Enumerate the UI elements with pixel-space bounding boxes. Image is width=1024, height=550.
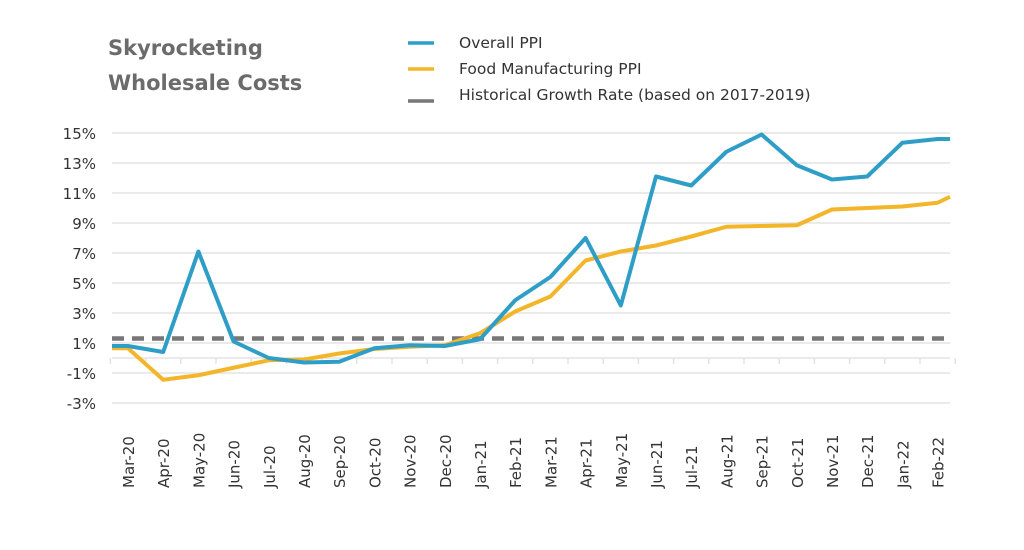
x-tick-label: May-20 (190, 433, 208, 488)
x-tick-label: Jul-21 (683, 445, 701, 489)
x-tick-label: Oct-20 (366, 438, 384, 488)
x-tick-label: Dec-21 (859, 434, 877, 488)
x-tick-label: Mar-20 (120, 436, 138, 488)
chart-title-line-2: Wholesale Costs (108, 71, 302, 95)
x-tick-label: Aug-21 (718, 434, 736, 488)
x-tick-label: Sep-21 (754, 435, 772, 488)
x-tick-label: Jan-22 (894, 440, 912, 489)
x-tick-label: Jun-20 (226, 440, 244, 489)
x-tick-label: Feb-22 (930, 437, 948, 488)
x-tick-label: Nov-21 (824, 435, 842, 488)
series-line-0 (112, 132, 950, 365)
x-tick-label: Aug-20 (296, 434, 314, 488)
y-tick-label: 5% (72, 275, 96, 293)
y-tick-label: 3% (72, 305, 96, 323)
series-line-1 (112, 194, 951, 382)
y-tick-label: 7% (72, 245, 96, 263)
x-tick-label: Sep-20 (331, 435, 349, 488)
x-tick-label: Jan-21 (472, 440, 490, 489)
x-tick-label: Mar-21 (542, 436, 560, 488)
x-tick-label: May-21 (613, 433, 631, 488)
y-axis-ticks: 15% 13% 11% 9% 7% 5% 3% 1% -1% -3% (63, 125, 96, 413)
x-tick-label: Apr-21 (578, 439, 596, 489)
legend-label: Overall PPI (459, 34, 543, 52)
x-tick-label: Dec-20 (437, 434, 455, 488)
y-tick-label: 15% (63, 125, 96, 143)
x-tick-label: Apr-20 (155, 439, 173, 489)
x-tick-label: Nov-20 (402, 435, 420, 488)
legend-label: Historical Growth Rate (based on 2017-20… (459, 86, 811, 104)
x-tick-label: Oct-21 (789, 438, 807, 488)
y-tick-label: -1% (67, 365, 96, 383)
y-tick-label: 1% (72, 335, 96, 353)
x-tick-label: Feb-21 (507, 437, 525, 488)
series-lines (112, 132, 951, 382)
gridlines (109, 132, 956, 404)
legend: Overall PPI Food Manufacturing PPI Histori… (408, 34, 811, 104)
x-tick-label: Jun-21 (648, 440, 666, 489)
legend-label: Food Manufacturing PPI (459, 60, 642, 78)
chart-title-line-1: Skyrocketing (108, 36, 263, 60)
y-tick-label: 9% (72, 215, 96, 233)
x-tick-label: Jul-20 (261, 445, 279, 489)
y-tick-label: 11% (63, 185, 96, 203)
x-axis-ticks: Mar-20 Apr-20 May-20 Jun-20 Jul-20 Aug-20 Sep-… (120, 433, 948, 489)
y-tick-label: 13% (63, 155, 96, 173)
y-tick-label: -3% (67, 395, 96, 413)
